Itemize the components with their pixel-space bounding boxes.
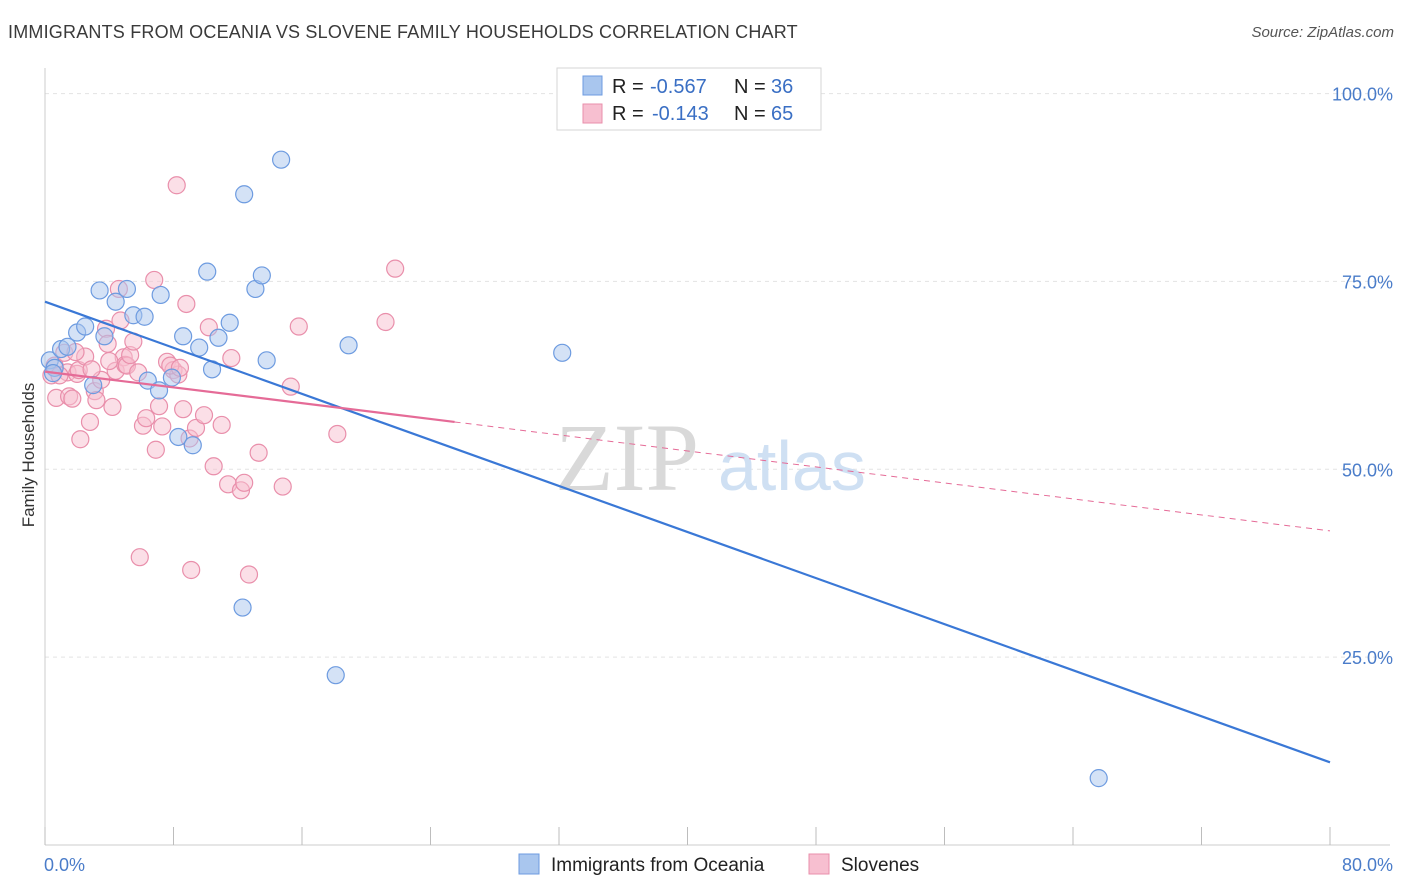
series-oceania	[40, 150, 1108, 788]
slovene-point	[386, 259, 405, 278]
oceania-point	[326, 666, 345, 685]
slovene-point	[145, 270, 164, 290]
oceania-point	[135, 307, 154, 326]
slovene-point	[80, 412, 100, 432]
slovene-point	[100, 351, 119, 371]
bottom-legend-label-oceania: Immigrants from Oceania	[551, 855, 765, 876]
top-legend: R = -0.567 N = 36 R = -0.143 N = 65	[556, 67, 822, 131]
oceania-point	[553, 343, 572, 362]
slovene-point	[328, 424, 347, 444]
oceania-point	[198, 262, 217, 281]
x-tick-label-min: 0.0%	[44, 855, 85, 875]
legend-swatch-slovenes	[582, 103, 603, 124]
oceania-point	[183, 436, 202, 455]
slovene-point	[167, 176, 186, 195]
slovene-point	[249, 443, 268, 462]
trend-line-oceania	[44, 300, 1331, 764]
oceania-point	[257, 351, 276, 370]
slovene-point	[153, 417, 172, 436]
slovene-point	[137, 409, 156, 428]
slovene-point	[204, 457, 223, 476]
oceania-point	[252, 266, 271, 285]
legend-r-value-slovenes: -0.143	[652, 103, 709, 125]
oceania-point	[90, 281, 109, 300]
trend-line-slovenes	[44, 370, 455, 424]
legend-r-value-oceania: -0.567	[650, 76, 707, 98]
y-tick-label-50: 50.0%	[1342, 460, 1393, 480]
chart-source: Source: ZipAtlas.com	[1251, 24, 1394, 41]
oceania-point	[174, 327, 193, 346]
trend-lines	[44, 300, 1331, 764]
y-axis-label: Family Households	[19, 383, 38, 528]
y-tick-label-100: 100.0%	[1332, 85, 1393, 105]
oceania-point	[272, 150, 291, 169]
trend-line-slovenes-extension	[454, 421, 1331, 532]
oceania-point	[235, 185, 254, 204]
watermark-atlas: atlas	[718, 427, 866, 505]
slovene-point	[289, 317, 308, 336]
oceania-point	[339, 336, 358, 355]
y-tick-label-75: 75.0%	[1342, 272, 1393, 292]
oceania-point	[220, 313, 239, 332]
oceania-point	[209, 328, 228, 347]
oceania-point	[106, 292, 125, 311]
oceania-point	[58, 337, 77, 356]
slovene-point	[235, 473, 254, 492]
oceania-point	[76, 317, 95, 336]
slovene-point	[194, 406, 214, 425]
slovene-point	[376, 312, 395, 332]
bottom-legend-swatch-oceania	[518, 853, 540, 875]
slovene-point	[222, 348, 241, 368]
x-tick-labels: 0.0% 80.0%	[44, 855, 1393, 875]
slovene-point	[149, 397, 169, 416]
watermark-zip: ZIP	[555, 404, 699, 511]
legend-n-label-slovenes: N =	[734, 103, 766, 125]
oceania-point	[190, 338, 209, 357]
legend-r-label-oceania: R =	[612, 76, 644, 98]
slovene-point	[273, 477, 292, 496]
bottom-legend-swatch-slovenes	[808, 853, 830, 875]
oceania-point	[162, 368, 181, 387]
legend-n-value-slovenes: 65	[771, 103, 793, 125]
y-tick-labels: 25.0% 50.0% 75.0% 100.0%	[1332, 85, 1393, 669]
oceania-point	[169, 427, 188, 447]
bottom-legend-label-slovenes: Slovenes	[841, 855, 919, 876]
bottom-legend: Immigrants from Oceania Slovenes	[518, 853, 919, 876]
slovene-point	[87, 391, 106, 410]
oceania-point	[117, 279, 137, 299]
slovene-point	[182, 560, 201, 580]
oceania-point	[233, 598, 252, 617]
slovene-point	[177, 294, 196, 314]
legend-n-value-oceania: 36	[771, 76, 793, 98]
x-tick-label-max: 80.0%	[1342, 855, 1393, 875]
legend-r-label-slovenes: R =	[612, 103, 644, 125]
slovene-point	[130, 548, 149, 567]
y-tick-label-25: 25.0%	[1342, 648, 1393, 668]
slovene-point	[174, 400, 193, 419]
slovene-point	[146, 440, 165, 459]
slovene-point	[71, 430, 90, 449]
grid-lines	[45, 93, 1390, 658]
oceania-point	[1089, 769, 1108, 788]
slovene-point	[82, 360, 101, 379]
slovene-point	[239, 565, 259, 584]
slovene-point	[212, 415, 231, 435]
legend-swatch-oceania	[582, 75, 603, 96]
legend-n-label-oceania: N =	[734, 76, 766, 98]
chart-title: IMMIGRANTS FROM OCEANIA VS SLOVENE FAMIL…	[8, 22, 798, 42]
watermark: ZIP atlas	[555, 404, 866, 511]
slovene-point	[103, 397, 122, 417]
slovene-point	[63, 389, 82, 408]
oceania-point	[151, 285, 170, 305]
axes	[44, 68, 1390, 846]
oceania-point	[95, 327, 114, 346]
